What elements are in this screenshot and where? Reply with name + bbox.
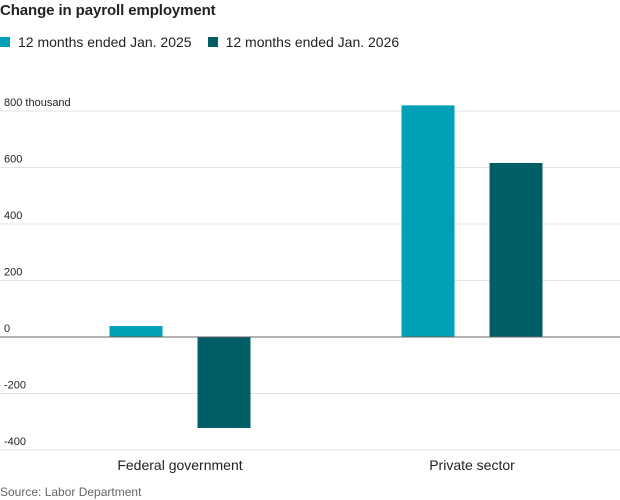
legend-item-2025: 12 months ended Jan. 2025 [0, 34, 192, 50]
legend-swatch-2026 [207, 37, 218, 47]
chart-title: Change in payroll employment [0, 2, 216, 19]
source-note: Source: Labor Department [0, 485, 142, 499]
legend-item-2026: 12 months ended Jan. 2026 [207, 34, 400, 50]
y-tick-label: 200 [4, 267, 22, 279]
y-tick-label: 0 [4, 323, 10, 335]
y-tick-label: -400 [4, 436, 26, 448]
legend-swatch-2025 [0, 37, 10, 47]
x-category-label: Federal government [117, 457, 242, 473]
bar-2026-0 [197, 337, 251, 428]
y-tick-label: -200 [4, 380, 26, 392]
y-tick-label: 400 [4, 210, 22, 222]
y-tick-label: 800 thousand [4, 97, 71, 109]
bar-2025-0 [109, 325, 163, 337]
bar-2025-1 [401, 105, 455, 337]
y-tick-label: 600 [4, 154, 22, 166]
legend: 12 months ended Jan. 2025 12 months ende… [0, 34, 415, 50]
bar-2026-1 [489, 162, 543, 337]
x-category-label: Private sector [429, 457, 515, 473]
legend-label-2026: 12 months ended Jan. 2026 [225, 34, 400, 50]
legend-label-2025: 12 months ended Jan. 2025 [18, 34, 192, 50]
